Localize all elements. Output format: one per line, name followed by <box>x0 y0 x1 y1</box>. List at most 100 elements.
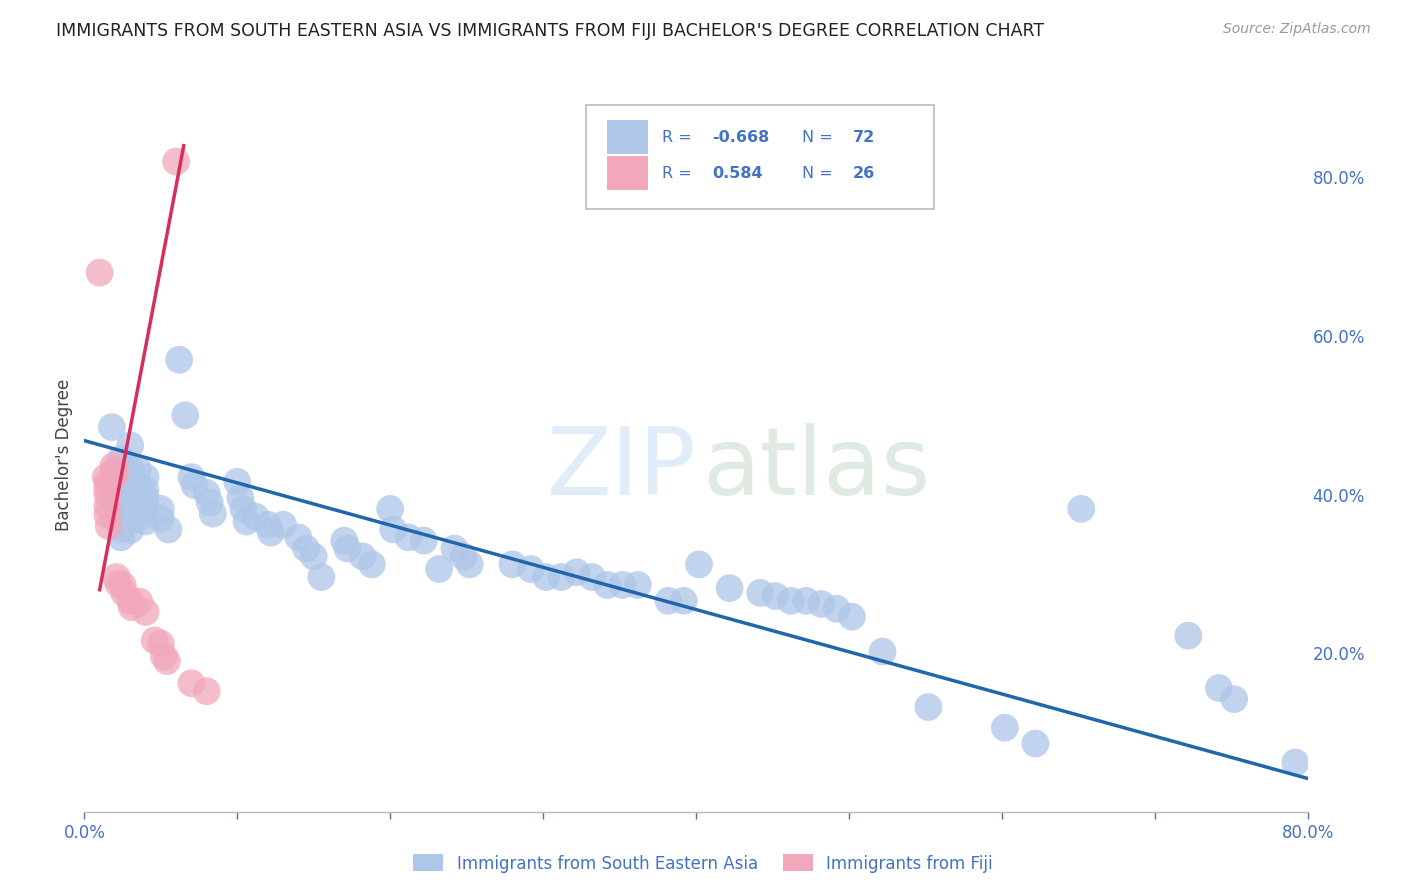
Point <box>627 578 650 592</box>
Point <box>104 495 127 509</box>
Point <box>749 586 772 600</box>
Point <box>127 511 149 525</box>
Point <box>167 352 190 367</box>
Point <box>104 464 127 478</box>
Point <box>127 462 149 476</box>
Point <box>180 470 202 484</box>
Point <box>427 562 450 576</box>
Text: ZIP: ZIP <box>547 423 696 516</box>
Point <box>104 511 127 525</box>
Text: IMMIGRANTS FROM SOUTH EASTERN ASIA VS IMMIGRANTS FROM FIJI BACHELOR'S DEGREE COR: IMMIGRANTS FROM SOUTH EASTERN ASIA VS IM… <box>56 22 1045 40</box>
Point <box>121 600 143 615</box>
Point <box>657 594 679 608</box>
Point <box>105 570 128 584</box>
Point <box>104 467 127 482</box>
Text: Source: ZipAtlas.com: Source: ZipAtlas.com <box>1223 22 1371 37</box>
Point <box>1208 681 1230 695</box>
Point <box>198 495 221 509</box>
Text: 26: 26 <box>852 166 875 180</box>
Point <box>235 515 257 529</box>
Point <box>120 495 142 509</box>
Point <box>672 594 695 608</box>
Text: R =: R = <box>662 130 696 145</box>
Point <box>1070 501 1092 516</box>
Point <box>180 676 202 690</box>
Point <box>183 478 205 492</box>
Point <box>380 501 402 516</box>
Point <box>103 458 125 473</box>
Text: 72: 72 <box>852 130 875 145</box>
Point <box>302 549 325 564</box>
Point <box>245 509 267 524</box>
Point <box>110 530 132 544</box>
Point <box>287 530 309 544</box>
Point <box>841 609 863 624</box>
Point <box>89 266 111 280</box>
Point <box>96 500 118 514</box>
Point <box>502 558 524 572</box>
Point <box>127 491 149 505</box>
Point <box>110 480 132 494</box>
Point <box>718 581 741 595</box>
Point <box>120 515 142 529</box>
Point <box>107 576 129 591</box>
Point <box>153 649 176 664</box>
Point <box>120 508 142 522</box>
Point <box>157 523 180 537</box>
Point <box>149 501 172 516</box>
Point <box>360 558 382 572</box>
Point <box>195 684 218 698</box>
Legend: Immigrants from South Eastern Asia, Immigrants from Fiji: Immigrants from South Eastern Asia, Immi… <box>406 847 1000 880</box>
Point <box>156 654 179 668</box>
Point <box>201 507 224 521</box>
Point <box>174 409 197 423</box>
Point <box>120 467 142 482</box>
Bar <box>606 156 648 190</box>
Point <box>120 462 142 476</box>
Point <box>96 487 118 501</box>
Point <box>97 519 120 533</box>
Point <box>311 570 333 584</box>
Point <box>412 533 434 548</box>
Point <box>165 154 187 169</box>
Point <box>596 578 619 592</box>
Point <box>295 541 318 556</box>
Point <box>195 486 218 500</box>
Point <box>135 470 157 484</box>
Point <box>336 541 359 556</box>
Point <box>104 503 127 517</box>
Point <box>1284 756 1306 770</box>
Y-axis label: Bachelor's Degree: Bachelor's Degree <box>55 379 73 531</box>
Point <box>688 558 710 572</box>
Point <box>443 541 465 556</box>
Point <box>120 475 142 490</box>
Point <box>135 515 157 529</box>
Point <box>453 549 475 564</box>
Point <box>96 481 118 495</box>
Point <box>581 570 603 584</box>
Text: N =: N = <box>803 130 838 145</box>
Point <box>1223 692 1246 706</box>
FancyBboxPatch shape <box>586 105 935 209</box>
Point <box>779 594 801 608</box>
Text: -0.668: -0.668 <box>711 130 769 145</box>
Point <box>917 700 939 714</box>
Point <box>120 487 142 501</box>
Point <box>96 508 118 523</box>
Point <box>565 566 588 580</box>
Point <box>825 601 848 615</box>
Point <box>112 586 135 600</box>
Point <box>149 511 172 525</box>
Point <box>110 487 132 501</box>
Point <box>135 483 157 497</box>
Point <box>257 517 280 532</box>
Text: N =: N = <box>803 166 838 180</box>
Point <box>128 594 150 608</box>
Point <box>534 570 557 584</box>
Point <box>143 633 166 648</box>
Point <box>271 517 294 532</box>
Point <box>110 451 132 466</box>
Point <box>110 523 132 537</box>
Point <box>229 491 252 505</box>
Point <box>94 470 117 484</box>
